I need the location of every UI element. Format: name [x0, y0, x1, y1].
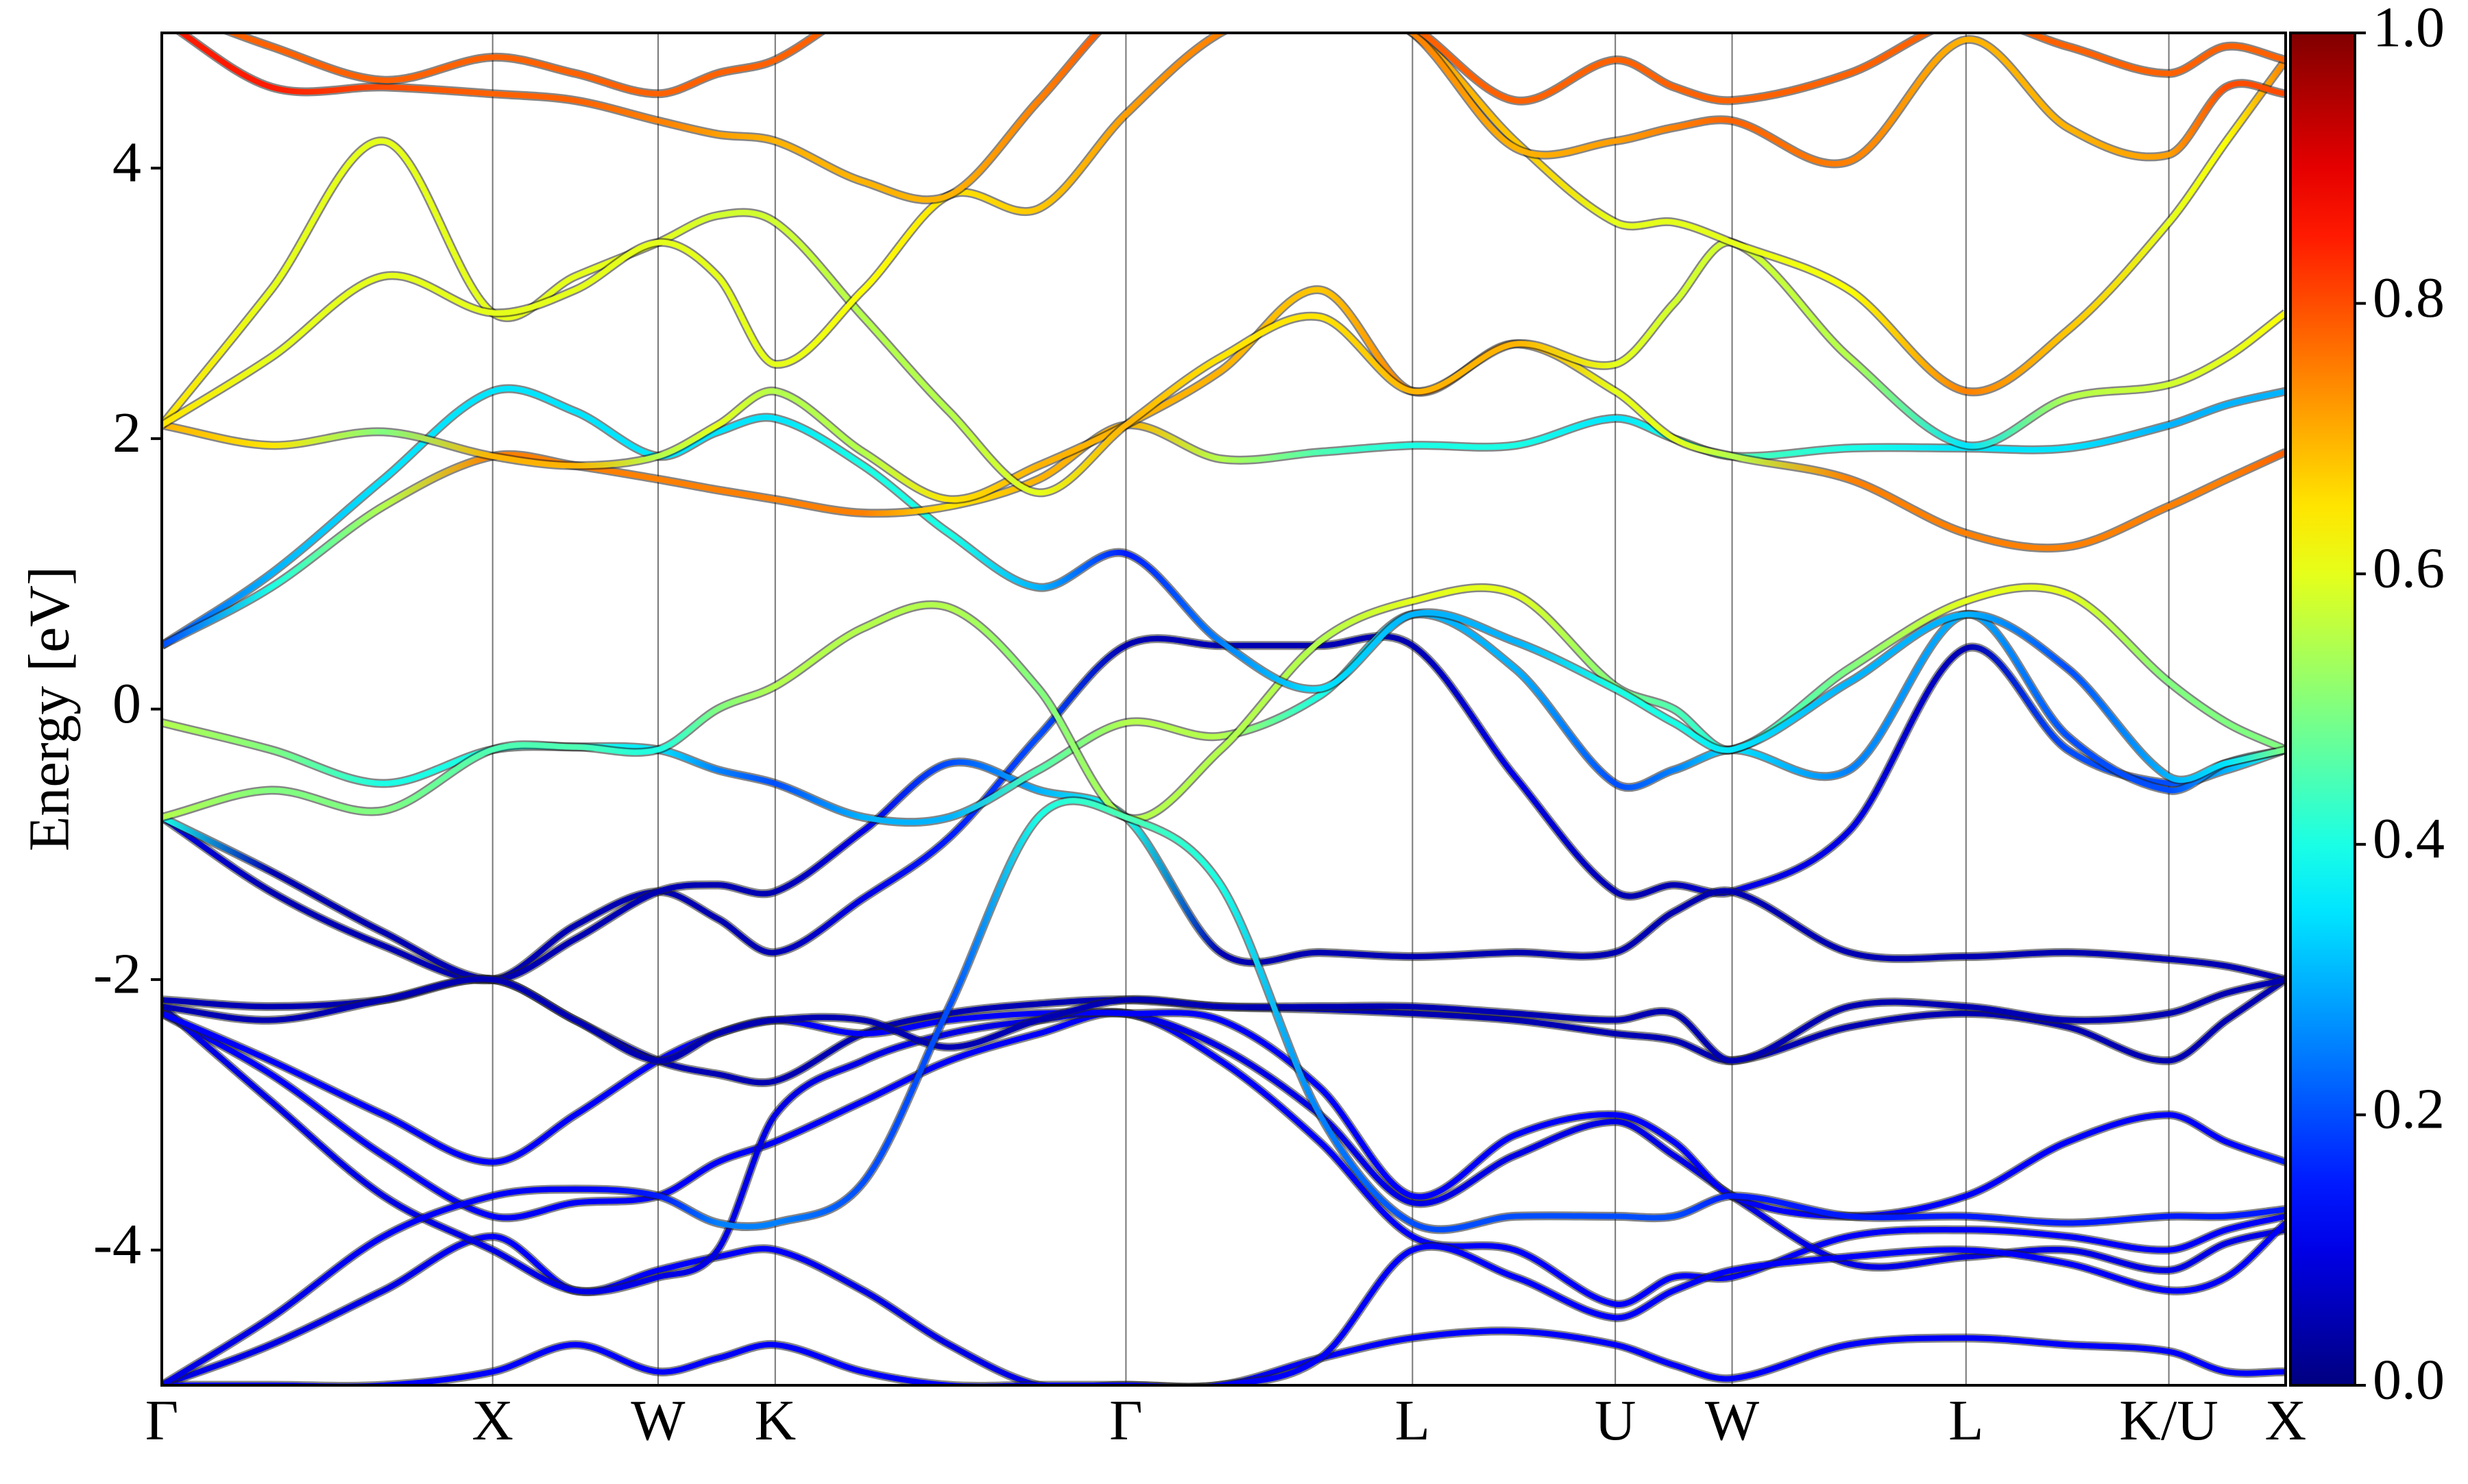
x-tick-label: L — [1395, 1389, 1430, 1452]
band — [162, 798, 2286, 1385]
band-outline — [162, 757, 2286, 984]
colorbar-tick-label: 0.6 — [2373, 536, 2445, 600]
band — [162, 1010, 2286, 1219]
x-tick-label: K/U — [2119, 1389, 2218, 1452]
colorbar-tick-label: 0.0 — [2373, 1348, 2445, 1411]
x-tick-label: Γ — [1109, 1389, 1143, 1452]
x-tick-label: W — [1705, 1389, 1760, 1452]
band — [162, 1004, 2286, 1295]
band-outline — [162, 583, 2286, 823]
band-outline — [162, 631, 2286, 985]
band — [225, 33, 2286, 104]
x-tick-label: W — [631, 1389, 686, 1452]
colorbar — [2289, 32, 2356, 1387]
band — [162, 759, 2286, 983]
band-outline — [162, 1008, 2286, 1221]
band — [162, 138, 2286, 496]
y-tick-label: 2 — [112, 401, 141, 465]
y-tick-label: -2 — [93, 942, 141, 1006]
x-tick-label: X — [472, 1389, 513, 1452]
band — [162, 976, 2286, 1064]
bands — [162, 33, 2286, 1385]
colorbar-tick-label: 0.2 — [2373, 1078, 2445, 1141]
x-tick-label: X — [2265, 1389, 2307, 1452]
y-tick-label: 0 — [112, 672, 141, 735]
band — [162, 584, 2286, 822]
band — [162, 633, 2286, 983]
band — [162, 287, 2286, 551]
x-tick-label: K — [754, 1389, 796, 1452]
band-outline — [162, 33, 2286, 429]
x-tick-label: Γ — [145, 1389, 179, 1452]
band — [162, 386, 2286, 783]
colorbar-tick-label: 1.0 — [2373, 0, 2445, 59]
band — [177, 33, 2286, 203]
x-tick-label: U — [1595, 1389, 1636, 1452]
x-tick-label: L — [1948, 1389, 1983, 1452]
band-outline — [162, 136, 2286, 498]
band — [162, 1233, 2286, 1385]
band-outline — [162, 387, 2286, 650]
band — [162, 388, 2286, 648]
band — [162, 33, 2286, 428]
band — [162, 1221, 2286, 1385]
colorbar-tick-label: 0.4 — [2373, 807, 2445, 871]
y-tick-label: -4 — [93, 1213, 141, 1276]
grid — [161, 33, 2286, 1385]
plot-frame — [160, 32, 2287, 1387]
y-tick-label: 4 — [112, 131, 141, 195]
colorbar-tick-label: 0.8 — [2373, 266, 2445, 330]
band-outline — [220, 33, 2286, 106]
y-axis-label: Energy [eV] — [17, 566, 81, 851]
band-outline — [162, 285, 2286, 553]
band — [162, 1010, 2286, 1307]
band-outline — [174, 33, 2286, 205]
